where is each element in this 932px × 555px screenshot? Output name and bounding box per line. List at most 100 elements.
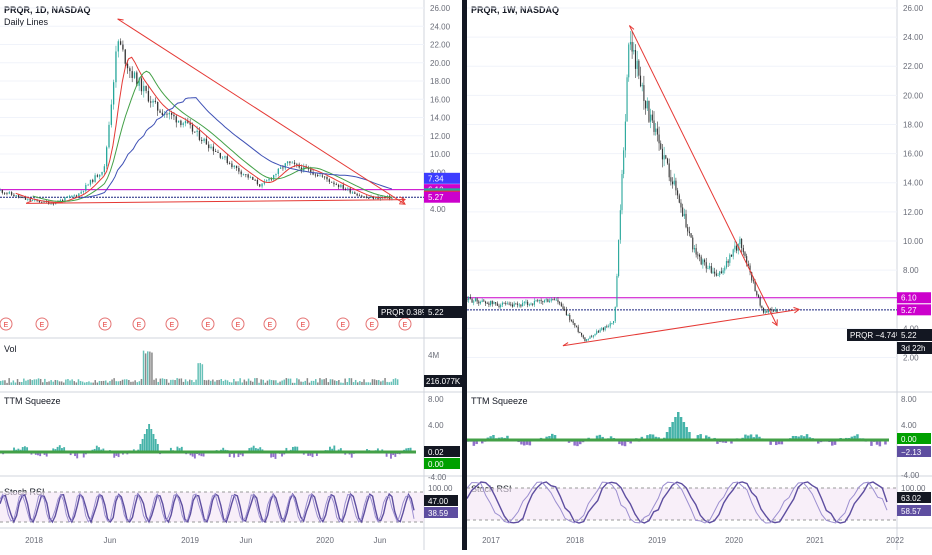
volume-bar (40, 379, 42, 385)
volume-bar (128, 380, 130, 385)
daily-chart-svg[interactable]: PRQR, 1D, NASDAQ Daily Lines Vol TTM Squ… (0, 0, 462, 550)
candle-body (726, 261, 727, 267)
candle-body (180, 121, 181, 125)
candle-body (206, 139, 207, 145)
volume-bar (15, 383, 17, 385)
candle-body (370, 197, 371, 198)
price-badge-text: 6.10 (901, 294, 917, 303)
volume-bar (395, 378, 397, 385)
squeeze-bar (155, 439, 157, 452)
candle-body (524, 302, 525, 303)
volume-bar (88, 381, 90, 385)
candle-body (81, 192, 82, 194)
candle-body (259, 184, 260, 186)
rsi-axis-tick: 100.00 (428, 484, 453, 493)
candle-body (532, 304, 533, 305)
price-axis-tick: 2.00 (903, 353, 919, 362)
candle-body (522, 303, 523, 306)
volume-bar (206, 380, 208, 385)
earnings-marker-label: E (4, 322, 9, 329)
price-axis-tick: 18.00 (430, 77, 451, 86)
candle-body (775, 310, 776, 312)
volume-bar (32, 380, 34, 385)
candle-body (605, 326, 606, 329)
candle-body (340, 185, 341, 187)
candle-body (579, 332, 580, 333)
ma-long-line (78, 98, 392, 198)
candle-body (527, 302, 528, 305)
volume-bar (393, 379, 395, 385)
squeeze-axis-tick: 8.00 (428, 395, 444, 404)
candle-body (6, 193, 7, 194)
candle-body (243, 174, 244, 175)
squeeze-label: TTM Squeeze (471, 396, 528, 406)
candle-body (148, 91, 149, 101)
volume-bar (200, 363, 202, 385)
volume-bar (321, 379, 323, 385)
candle-body (329, 179, 330, 182)
candle-body (667, 159, 668, 164)
candle-body (145, 86, 146, 91)
volume-bar (307, 378, 309, 385)
squeeze-bar (680, 417, 683, 440)
candle-body (669, 163, 670, 177)
candle-body (67, 197, 68, 198)
candle-body (675, 181, 676, 191)
volume-bar (118, 381, 120, 385)
candle-body (162, 113, 163, 115)
volume-bar (170, 380, 172, 385)
candle-body (280, 168, 281, 169)
candle-body (716, 274, 717, 276)
volume-bar (53, 382, 55, 385)
candle-body (266, 180, 267, 181)
candle-body (662, 149, 663, 160)
candle-body (27, 199, 28, 200)
candle-body (487, 303, 488, 304)
candle-body (630, 42, 631, 45)
candle-body (643, 85, 644, 101)
volume-bar (317, 382, 319, 385)
volume-bar (288, 379, 290, 385)
daily-chart-panel[interactable]: PRQR, 1D, NASDAQ Daily Lines Vol TTM Squ… (0, 0, 462, 550)
weekly-candles (467, 30, 778, 341)
volume-bar (183, 382, 185, 385)
candle-body (647, 101, 648, 108)
squeeze-axis-tick: 4.00 (428, 421, 444, 430)
volume-bar (349, 378, 351, 385)
candle-body (143, 86, 144, 91)
volume-bar (164, 379, 166, 385)
candle-body (509, 304, 510, 305)
squeeze-bar (669, 427, 672, 440)
candle-body (196, 131, 197, 132)
volume-bar (84, 383, 86, 385)
candle-body (113, 82, 114, 104)
candle-body (185, 121, 186, 123)
candle-body (648, 101, 649, 122)
candle-body (368, 198, 369, 199)
volume-bar (225, 380, 227, 385)
candle-body (268, 179, 269, 181)
candle-body (685, 214, 686, 227)
squeeze-axis-tick: 8.00 (901, 395, 917, 404)
candle-body (495, 302, 496, 303)
volume-bar (44, 379, 46, 385)
candle-body (215, 151, 216, 152)
volume-bar (334, 380, 336, 385)
rsi-badge-text: 38.59 (428, 509, 449, 518)
volume-bar (256, 378, 258, 385)
rsi-badge-text: 47.00 (428, 497, 449, 506)
volume-bar (80, 381, 82, 385)
candle-body (134, 72, 135, 78)
price-badge-text: 5.27 (428, 193, 444, 202)
candle-body (684, 214, 685, 216)
candle-body (152, 101, 153, 103)
weekly-chart-panel[interactable]: PRQR, 1W, NASDAQ TTM Squeeze Stoch RSI 2… (467, 0, 932, 550)
volume-bar (13, 380, 15, 385)
volume-bar (323, 379, 325, 385)
volume-bar (109, 381, 111, 385)
weekly-chart-svg[interactable]: PRQR, 1W, NASDAQ TTM Squeeze Stoch RSI 2… (467, 0, 932, 550)
candle-body (583, 335, 584, 337)
candle-body (711, 266, 712, 273)
volume-bar (107, 383, 109, 385)
candle-body (294, 163, 295, 164)
